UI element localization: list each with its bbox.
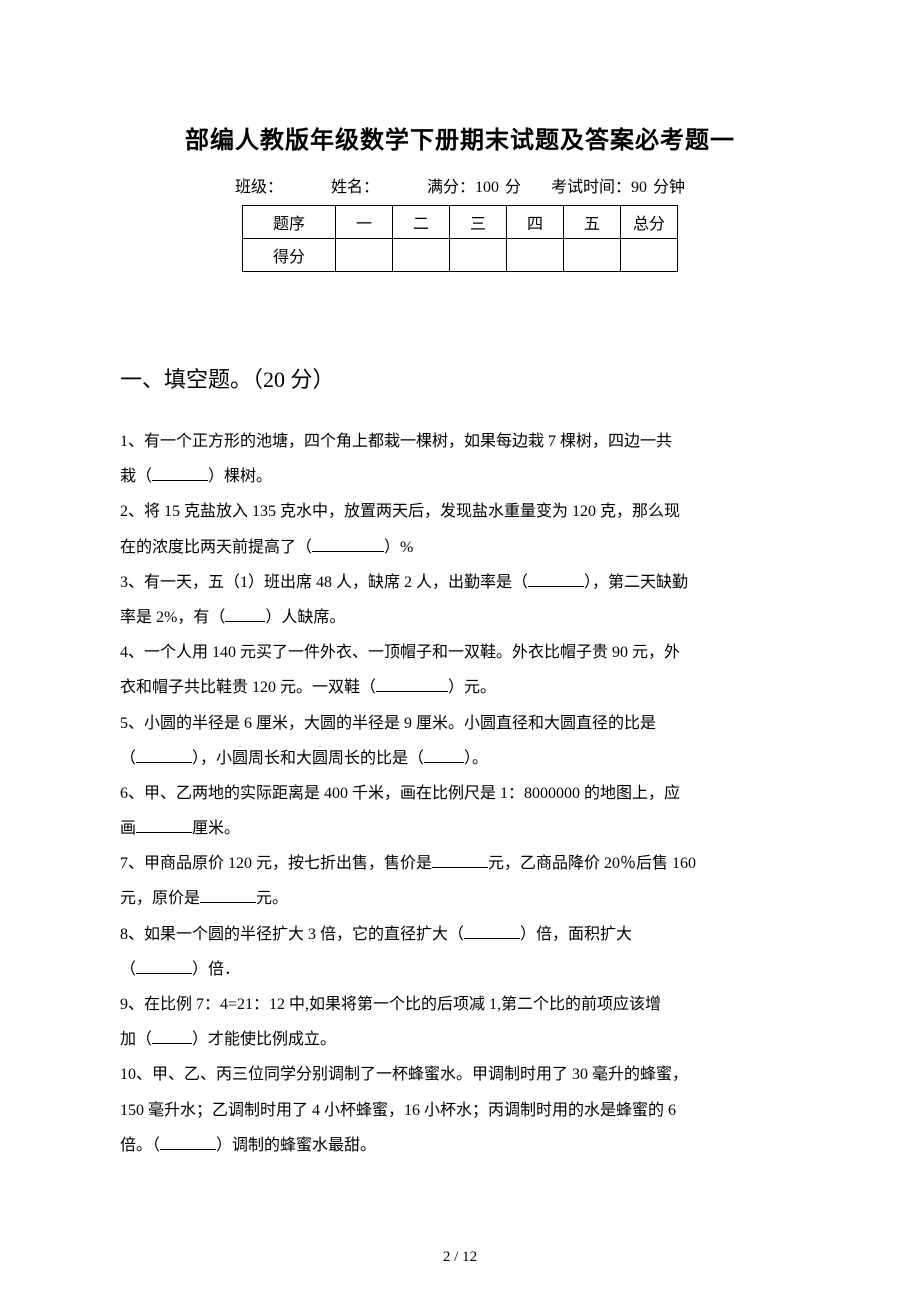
q10-text: 10、甲、乙、丙三位同学分别调制了一杯蜂蜜水。甲调制时用了 30 毫升的蜂蜜，: [120, 1066, 688, 1083]
table-row: 得分: [243, 239, 678, 272]
col-3: 三: [450, 206, 507, 239]
q5-text: 5、小圆的半径是 6 厘米，大圆的半径是 9 厘米。小圆直径和大圆直径的比是: [120, 715, 656, 732]
score-cell: [621, 239, 678, 272]
blank: [464, 922, 520, 939]
q2-text: 2、将 15 克盐放入 135 克水中，放置两天后，发现盐水重量变为 120 克…: [120, 503, 680, 520]
blank: [424, 746, 464, 763]
q2-text: 在的浓度比两天前提高了（: [120, 539, 312, 556]
name-label: 姓名：: [331, 179, 379, 196]
blank: [432, 851, 488, 868]
blank: [312, 535, 384, 552]
fullmarks-label: 满分：100 分: [427, 179, 521, 196]
q3-text: 率是 2%，有（: [120, 609, 225, 626]
q4-text: ）元。: [448, 679, 496, 696]
score-cell: [507, 239, 564, 272]
col-4: 四: [507, 206, 564, 239]
q8-text: （: [120, 961, 136, 978]
q4-text: 衣和帽子共比鞋贵 120 元。一双鞋（: [120, 679, 376, 696]
col-5: 五: [564, 206, 621, 239]
col-1: 一: [336, 206, 393, 239]
meta-line: 班级： 姓名： 满分：100 分 考试时间：90 分钟: [120, 173, 800, 197]
q10-text: ）调制的蜂蜜水最甜。: [216, 1137, 376, 1154]
q9-text: ）才能使比例成立。: [192, 1031, 336, 1048]
blank: [152, 464, 208, 481]
q1-text: ）棵树。: [208, 468, 272, 485]
questions-block: 1、有一个正方形的池塘，四个角上都栽一棵树，如果每边栽 7 棵树，四边一共 栽（…: [120, 424, 800, 1163]
blank: [160, 1133, 216, 1150]
class-label: 班级：: [235, 179, 283, 196]
q3-text: ）人缺席。: [265, 609, 345, 626]
q6-text: 画: [120, 820, 136, 837]
row2-header: 得分: [243, 239, 336, 272]
section-1-heading: 一、填空题。（20 分）: [120, 362, 800, 394]
q7-text: 7、甲商品原价 120 元，按七折出售，售价是: [120, 855, 432, 872]
page-title: 部编人教版年级数学下册期末试题及答案必考题一: [120, 120, 800, 155]
q6-text: 厘米。: [192, 820, 240, 837]
blank: [528, 570, 584, 587]
q4-text: 4、一个人用 140 元买了一件外衣、一顶帽子和一双鞋。外衣比帽子贵 90 元，…: [120, 644, 680, 661]
q8-text: 8、如果一个圆的半径扩大 3 倍，它的直径扩大（: [120, 926, 464, 943]
score-cell: [450, 239, 507, 272]
blank: [136, 816, 192, 833]
blank: [152, 1027, 192, 1044]
blank: [376, 675, 448, 692]
q5-text: ）。: [464, 750, 488, 767]
table-row: 题序 一 二 三 四 五 总分: [243, 206, 678, 239]
q1-text: 1、有一个正方形的池塘，四个角上都栽一棵树，如果每边栽 7 棵树，四边一共: [120, 433, 672, 450]
blank: [136, 746, 192, 763]
q2-text: ）%: [384, 539, 413, 556]
score-cell: [564, 239, 621, 272]
q6-text: 6、甲、乙两地的实际距离是 400 千米，画在比例尺是 1：8000000 的地…: [120, 785, 680, 802]
q3-text: ），第二天缺勤: [584, 574, 688, 591]
exam-page: 部编人教版年级数学下册期末试题及答案必考题一 班级： 姓名： 满分：100 分 …: [0, 0, 920, 1302]
q7-text: 元，原价是: [120, 890, 200, 907]
q5-text: （: [120, 750, 136, 767]
q1-text: 栽（: [120, 468, 152, 485]
q3-text: 3、有一天，五（1）班出席 48 人，缺席 2 人，出勤率是（: [120, 574, 528, 591]
q9-text: 9、在比例 7：4=21：12 中,如果将第一个比的后项减 1,第二个比的前项应…: [120, 996, 661, 1013]
col-2: 二: [393, 206, 450, 239]
q8-text: ）倍．: [192, 961, 240, 978]
q10-text: 倍。（: [120, 1137, 160, 1154]
q10-text: 150 毫升水；乙调制时用了 4 小杯蜂蜜，16 小杯水；丙调制时用的水是蜂蜜的…: [120, 1102, 676, 1119]
blank: [225, 605, 265, 622]
col-total: 总分: [621, 206, 678, 239]
score-cell: [393, 239, 450, 272]
blank: [136, 957, 192, 974]
q9-text: 加（: [120, 1031, 152, 1048]
q8-text: ）倍，面积扩大: [520, 926, 632, 943]
q5-text: ），小圆周长和大圆周长的比是（: [192, 750, 424, 767]
row1-header: 题序: [243, 206, 336, 239]
examtime-label: 考试时间：90 分钟: [551, 179, 685, 196]
q7-text: 元。: [256, 890, 288, 907]
page-number: 2 / 12: [0, 1249, 920, 1266]
blank: [200, 886, 256, 903]
score-cell: [336, 239, 393, 272]
score-table: 题序 一 二 三 四 五 总分 得分: [242, 205, 678, 272]
q7-text: 元，乙商品降价 20％后售 160: [488, 855, 696, 872]
